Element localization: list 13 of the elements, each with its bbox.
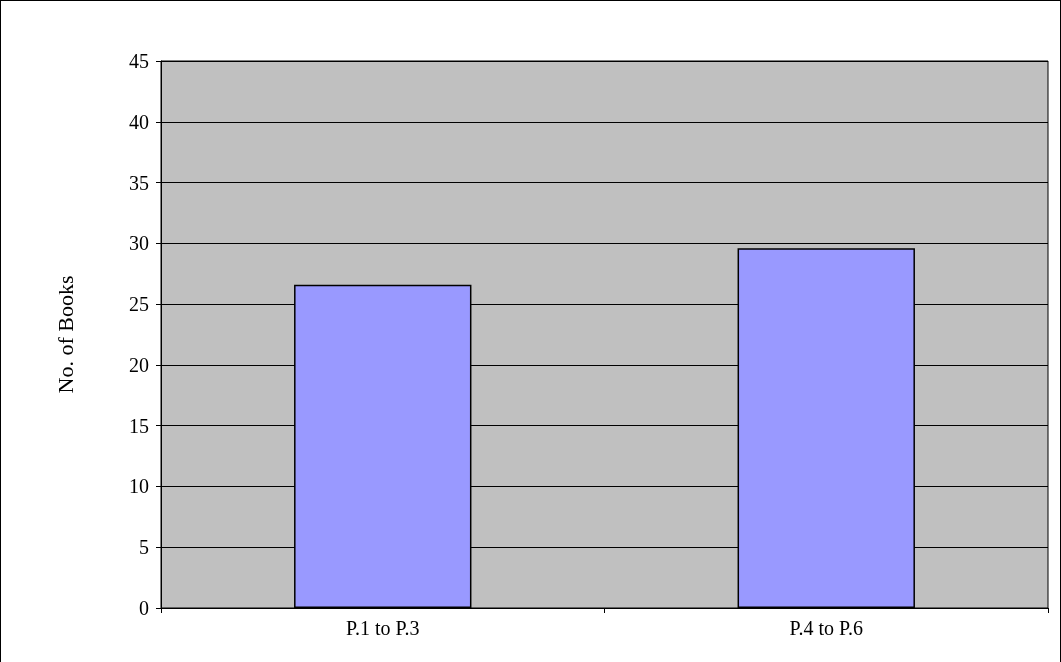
y-tick-label: 10 [129,475,149,498]
y-tick-label: 35 [129,171,149,194]
y-tick-label: 0 [139,597,149,619]
y-tick-label: 5 [139,536,149,559]
y-tick-label: 20 [129,353,149,376]
y-tick-label: 30 [129,232,149,255]
y-tick-label: 40 [129,110,149,133]
y-tick-label: 45 [129,50,149,72]
y-tick-label: 15 [129,414,149,437]
y-tick-label: 25 [129,293,149,316]
x-tick-label: P.1 to P.3 [346,617,420,639]
x-tick-label: P.4 to P.6 [789,617,863,639]
y-axis-title: No. of Books [52,275,78,394]
